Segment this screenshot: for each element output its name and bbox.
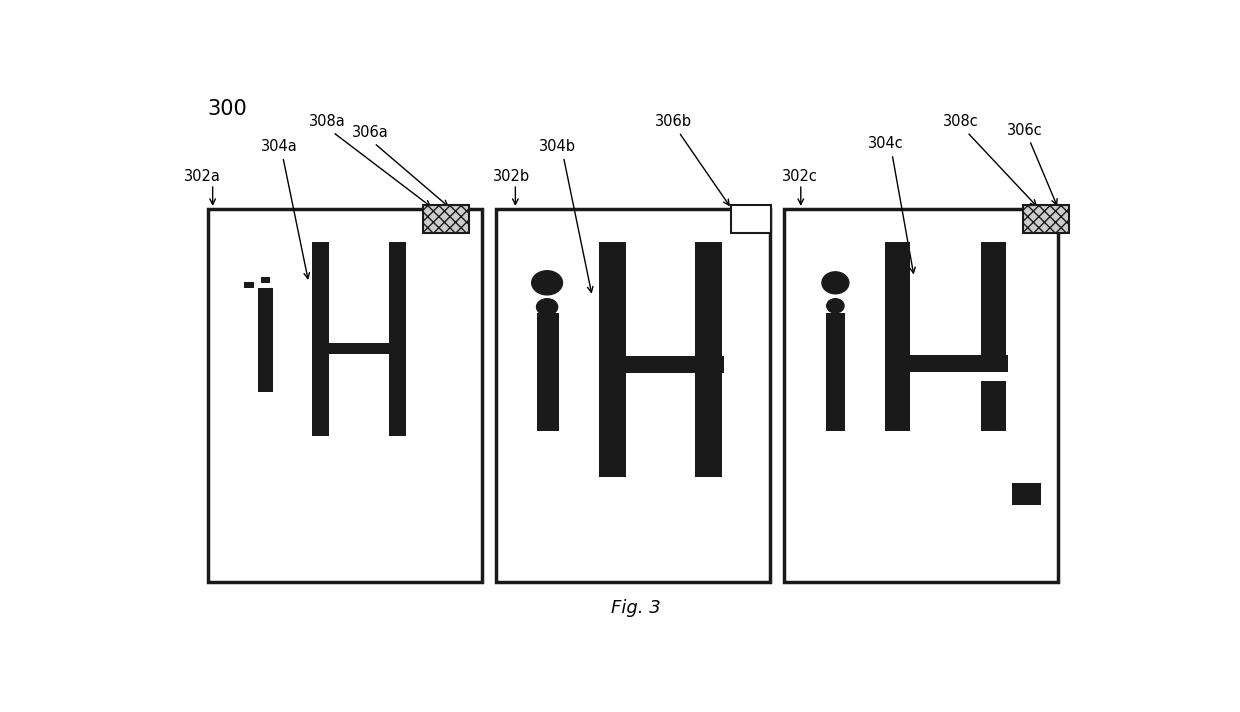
Bar <box>599 356 724 373</box>
Text: 304c: 304c <box>868 136 904 151</box>
Text: 302c: 302c <box>781 169 817 184</box>
Text: 306c: 306c <box>1007 122 1043 137</box>
Ellipse shape <box>532 271 563 295</box>
Text: 300: 300 <box>208 99 248 119</box>
Text: 304a: 304a <box>260 139 298 154</box>
Bar <box>885 241 910 431</box>
Text: Fig. 3: Fig. 3 <box>610 600 661 617</box>
Bar <box>1012 483 1042 505</box>
Text: 308c: 308c <box>942 115 978 130</box>
Bar <box>730 205 771 234</box>
Bar <box>258 288 273 392</box>
Bar <box>537 313 559 431</box>
Ellipse shape <box>537 299 558 315</box>
Ellipse shape <box>827 299 844 313</box>
Bar <box>260 278 270 283</box>
Bar <box>599 241 626 478</box>
Bar <box>311 241 329 436</box>
Text: 306a: 306a <box>352 125 389 140</box>
Bar <box>982 382 1007 431</box>
Bar <box>208 209 481 582</box>
Bar <box>696 241 722 478</box>
Text: 306b: 306b <box>655 115 692 130</box>
Bar <box>1023 205 1069 234</box>
Bar <box>982 241 1007 355</box>
Ellipse shape <box>822 272 849 294</box>
Bar <box>785 209 1058 582</box>
Text: 302a: 302a <box>184 169 221 184</box>
Bar <box>885 355 1008 372</box>
Bar <box>388 241 405 436</box>
Text: 302b: 302b <box>494 169 531 184</box>
Bar <box>311 343 405 354</box>
Bar <box>423 205 469 234</box>
Bar <box>826 313 844 431</box>
Text: 308a: 308a <box>309 115 346 130</box>
Bar <box>496 209 770 582</box>
Text: 304b: 304b <box>539 139 577 154</box>
Bar <box>244 282 254 288</box>
